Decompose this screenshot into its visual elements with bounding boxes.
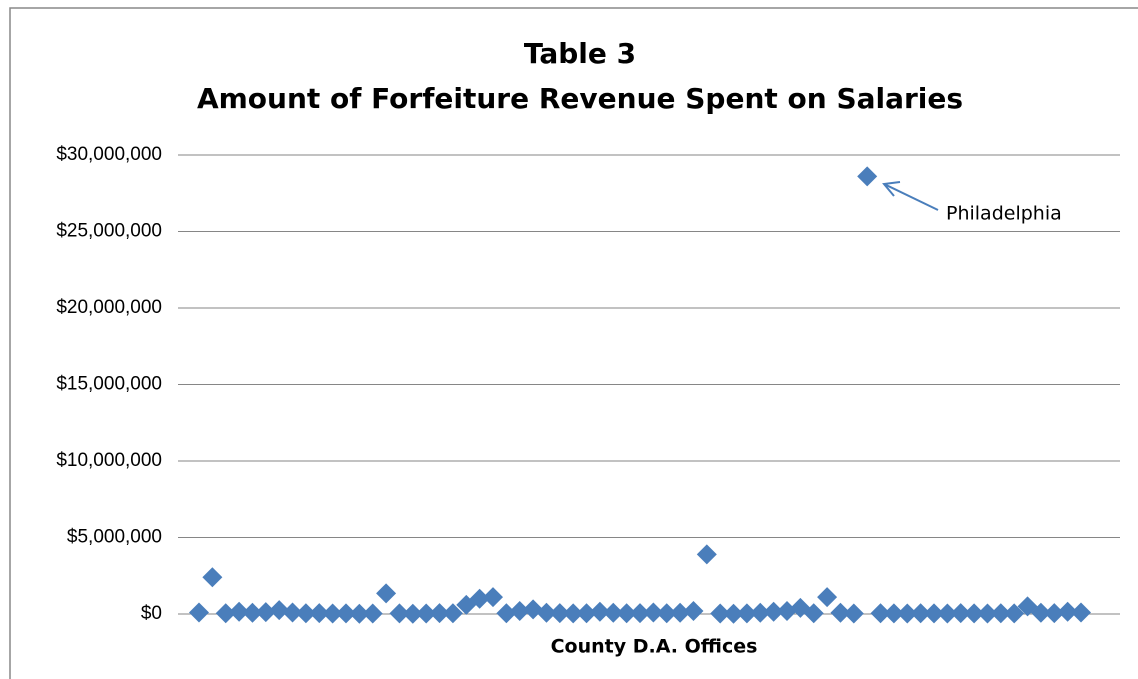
point: [215, 603, 236, 624]
point: [803, 603, 824, 624]
point: [389, 603, 410, 624]
point: [723, 603, 744, 624]
point: [750, 602, 771, 623]
annotation-arrow: [882, 181, 939, 211]
point: [269, 600, 290, 621]
point: [469, 588, 490, 609]
point: [817, 587, 838, 608]
point: [1057, 601, 1078, 622]
point: [603, 602, 624, 623]
point: [483, 587, 503, 608]
point: [857, 166, 878, 187]
point: [897, 603, 918, 624]
point: [710, 603, 731, 624]
y-tick-label: $10,000,000: [56, 450, 162, 471]
point: [696, 544, 717, 565]
chart-subtitle: Amount of Forfeiture Revenue Spent on Sa…: [197, 82, 963, 115]
point: [442, 603, 463, 624]
point: [736, 603, 757, 624]
point: [322, 603, 343, 624]
point: [1071, 602, 1091, 623]
point: [229, 601, 250, 622]
point: [576, 603, 597, 624]
chart-title: Table 3: [524, 37, 636, 70]
point: [189, 602, 209, 623]
y-tick-label: $30,000,000: [56, 144, 162, 165]
point: [429, 603, 450, 624]
point: [924, 603, 944, 624]
point: [656, 603, 677, 624]
point: [910, 603, 931, 624]
point: [549, 603, 570, 624]
point: [643, 602, 664, 623]
point: [763, 601, 784, 622]
point: [830, 602, 851, 623]
point: [242, 602, 263, 623]
y-tick-label: $0: [141, 603, 162, 624]
point: [376, 583, 397, 604]
point: [937, 603, 958, 624]
point: [1044, 603, 1065, 624]
point: [950, 603, 971, 624]
point: [402, 603, 423, 624]
annotation: Philadelphia: [946, 203, 1062, 225]
point: [990, 603, 1011, 624]
x-axis-label: County D.A. Offices: [551, 636, 758, 658]
chart-frame: [9, 7, 1138, 679]
point: [1030, 602, 1051, 623]
point: [616, 603, 637, 624]
point: [336, 603, 356, 624]
y-tick-label: $20,000,000: [56, 297, 162, 318]
point: [777, 600, 797, 621]
point: [683, 600, 704, 621]
y-tick-label: $15,000,000: [56, 374, 162, 395]
point: [416, 603, 437, 624]
point: [883, 603, 904, 624]
point: [589, 601, 610, 622]
y-tick-label: $5,000,000: [67, 527, 162, 548]
point: [843, 603, 864, 624]
point: [1004, 603, 1025, 624]
point: [870, 603, 891, 624]
point: [964, 603, 985, 624]
y-tick-label: $25,000,000: [56, 221, 162, 242]
point: [362, 603, 383, 624]
point: [255, 602, 276, 623]
point: [977, 603, 998, 624]
point: [496, 603, 517, 624]
point: [536, 602, 557, 623]
point: [282, 602, 303, 623]
point: [509, 600, 530, 621]
point: [202, 567, 223, 588]
point: [563, 603, 584, 624]
point: [349, 603, 370, 624]
point: [670, 602, 691, 623]
point: [309, 603, 330, 624]
point: [630, 603, 650, 624]
point: [295, 603, 316, 624]
